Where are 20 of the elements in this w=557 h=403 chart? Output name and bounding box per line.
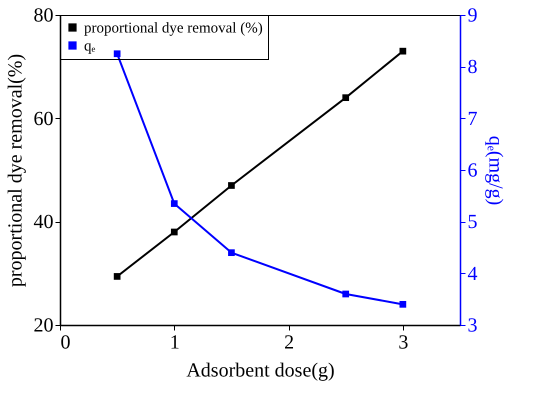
y2-tick-label: 8 xyxy=(468,56,478,78)
y2-tick-label: 9 xyxy=(468,4,478,26)
y2-tick-label: 6 xyxy=(468,160,478,182)
legend-label: proportional dye removal (%) xyxy=(84,20,263,36)
y-tick-label: 80 xyxy=(34,4,54,26)
x-tick-label: 0 xyxy=(60,332,70,354)
y2-tick-label: 3 xyxy=(468,314,478,336)
y2-tick-label: 5 xyxy=(468,211,478,234)
x-tick-label: 3 xyxy=(398,332,408,354)
y-tick-label: 20 xyxy=(34,314,54,336)
y-tick-label: 40 xyxy=(34,211,54,234)
y-tick-label: 60 xyxy=(34,108,54,130)
legend-label: qₑ xyxy=(84,38,96,54)
y2-tick-label: 7 xyxy=(468,108,478,130)
y-axis-title: proportional dye removal(%) xyxy=(4,54,26,288)
x-tick-label: 2 xyxy=(284,332,294,354)
x-axis-title: Adsorbent dose(g) xyxy=(186,360,335,382)
y2-tick-label: 4 xyxy=(468,262,478,285)
y2-axis-title: qₑ(mg/g) xyxy=(484,136,506,206)
x-tick-label: 1 xyxy=(170,332,180,354)
